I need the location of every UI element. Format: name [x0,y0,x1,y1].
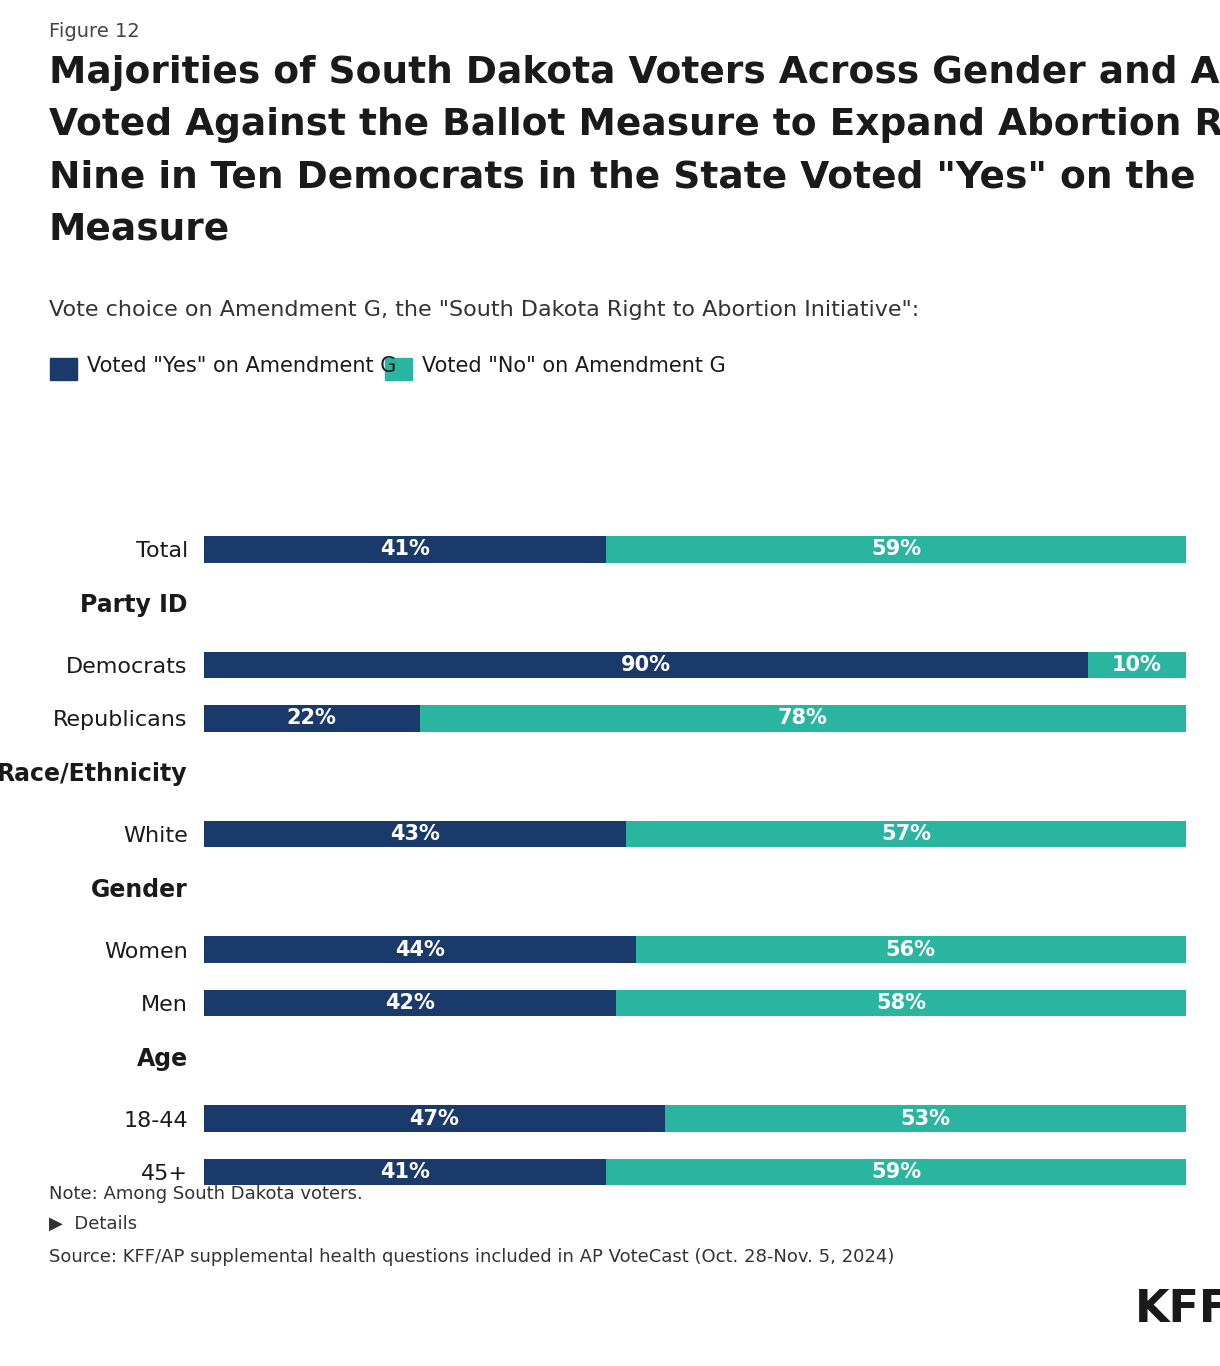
Bar [616,989,1186,1016]
Bar [636,936,1186,963]
Text: 59%: 59% [871,540,921,559]
Text: Vote choice on Amendment G, the "South Dakota Right to Abortion Initiative":: Vote choice on Amendment G, the "South D… [49,301,919,320]
Text: 42%: 42% [386,993,434,1014]
Text: Note: Among South Dakota voters.: Note: Among South Dakota voters. [49,1184,362,1203]
Text: Majorities of South Dakota Voters Across Gender and Age: Majorities of South Dakota Voters Across… [49,55,1220,92]
Text: Source: KFF/AP supplemental health questions included in AP VoteCast (Oct. 28-No: Source: KFF/AP supplemental health quest… [49,1249,894,1266]
Text: 44%: 44% [395,940,445,960]
Bar [204,1158,606,1186]
Bar [204,535,606,563]
Bar [204,652,1088,679]
Bar [606,535,1186,563]
Text: Nine in Ten Democrats in the State Voted "Yes" on the: Nine in Ten Democrats in the State Voted… [49,158,1196,195]
Text: Figure 12: Figure 12 [49,22,139,41]
Text: 41%: 41% [381,540,429,559]
Text: 41%: 41% [381,1162,429,1182]
Text: 57%: 57% [881,824,931,844]
Text: 53%: 53% [900,1109,950,1128]
Bar [626,821,1186,847]
Text: Measure: Measure [49,210,231,247]
Text: 78%: 78% [778,708,827,728]
Text: 43%: 43% [390,824,440,844]
Bar [204,989,616,1016]
Text: Voted Against the Ballot Measure to Expand Abortion Rights;: Voted Against the Ballot Measure to Expa… [49,107,1220,143]
Text: 10%: 10% [1111,654,1161,675]
Text: 56%: 56% [886,940,936,960]
Text: KFF: KFF [1135,1288,1220,1330]
Text: 22%: 22% [287,708,337,728]
Bar [204,821,626,847]
Bar [204,1105,665,1132]
Text: 58%: 58% [876,993,926,1014]
Text: ▶  Details: ▶ Details [49,1214,137,1233]
Text: 90%: 90% [621,654,671,675]
Text: 59%: 59% [871,1162,921,1182]
Text: Voted "No" on Amendment G: Voted "No" on Amendment G [422,357,726,376]
Bar [665,1105,1186,1132]
Text: Voted "Yes" on Amendment G: Voted "Yes" on Amendment G [87,357,396,376]
Bar [606,1158,1186,1186]
Text: 47%: 47% [410,1109,460,1128]
Bar [204,705,420,732]
Bar [1088,652,1186,679]
Bar [420,705,1186,732]
Bar [204,936,636,963]
